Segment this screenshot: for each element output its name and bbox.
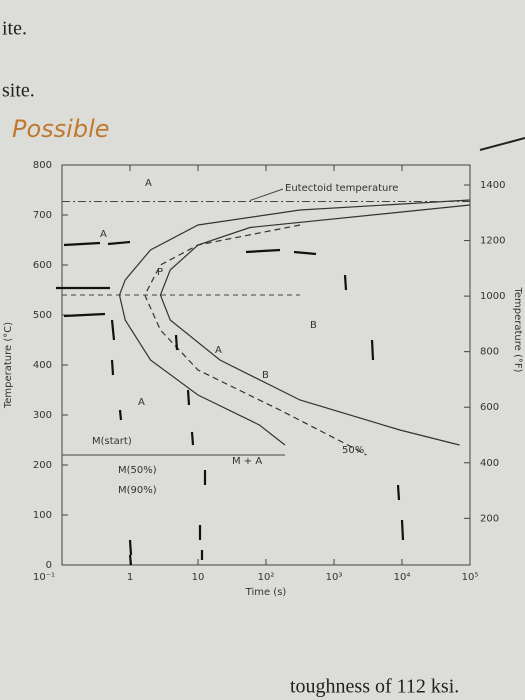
pen-stroke [107, 240, 131, 246]
pen-stroke [190, 431, 195, 446]
y-tick-label: 200 [33, 460, 52, 471]
pen-stroke [396, 484, 401, 501]
annotation: M + A [232, 456, 262, 467]
y2-tick-label: 800 [480, 347, 499, 358]
y2-tick-label: 1200 [480, 236, 505, 247]
arrow [249, 188, 284, 201]
page-fragment: toughness of 112 ksi. [290, 676, 459, 698]
x-tick-label: 10⁻¹ [33, 572, 55, 583]
y2-tick-label: 1000 [480, 291, 505, 302]
pen-stroke [63, 241, 101, 247]
pen-stroke [174, 334, 179, 351]
pen-stroke [128, 539, 133, 556]
y2-tick-label: 400 [480, 458, 499, 469]
y-tick-label: 300 [33, 410, 52, 421]
pen-stroke [110, 319, 116, 341]
page-fragment: ite. [2, 18, 27, 40]
annotation: M(50%) [118, 465, 157, 476]
x-tick-label: 10³ [326, 572, 343, 583]
annotation: A [215, 345, 222, 356]
pen-stroke [118, 409, 123, 421]
transformation-curve [159, 204, 471, 446]
annotation: A [100, 229, 107, 240]
reference-label: M(start) [92, 436, 132, 447]
x-tick-label: 10² [258, 572, 275, 583]
y2-tick-label: 1400 [480, 180, 505, 191]
pen-stroke [400, 519, 405, 541]
handwriting: Possible [12, 115, 110, 143]
annotation: B [262, 370, 269, 381]
y2-axis-title: Temperature (°F) [512, 286, 523, 372]
pen-stroke [479, 137, 525, 151]
y-tick-label: 800 [33, 160, 52, 171]
y2-tick-label: 200 [480, 513, 499, 524]
pen-stroke [370, 339, 375, 361]
transformation-curve [144, 224, 367, 456]
x-axis-title: Time (s) [245, 587, 287, 598]
annotation: A [145, 178, 152, 189]
pen-stroke [293, 250, 317, 256]
pen-stroke [63, 312, 106, 318]
annotation: A [138, 397, 145, 408]
pen-stroke [343, 274, 348, 291]
annotation: B [310, 320, 317, 331]
annotation: M(90%) [118, 485, 157, 496]
pen-stroke [128, 554, 133, 566]
x-tick-label: 10⁴ [394, 572, 411, 583]
x-tick-label: 10 [192, 572, 205, 583]
y-tick-label: 0 [46, 560, 52, 571]
y-tick-label: 400 [33, 360, 52, 371]
pen-stroke [245, 248, 281, 254]
reference-label: Eutectoid temperature [285, 183, 398, 194]
x-tick-label: 1 [127, 572, 133, 583]
y-tick-label: 500 [33, 310, 52, 321]
y2-tick-label: 600 [480, 402, 499, 413]
y-axis-title: Temperature (°C) [3, 322, 14, 409]
pen-stroke [186, 389, 191, 406]
y-tick-label: 700 [33, 210, 52, 221]
x-tick-label: 10⁵ [462, 572, 479, 583]
y-tick-label: 100 [33, 510, 52, 521]
page-fragment: site. [2, 80, 35, 102]
pen-stroke [110, 359, 115, 376]
annotation: P [157, 267, 163, 278]
annotation: 50% [342, 445, 364, 456]
y-tick-label: 600 [33, 260, 52, 271]
